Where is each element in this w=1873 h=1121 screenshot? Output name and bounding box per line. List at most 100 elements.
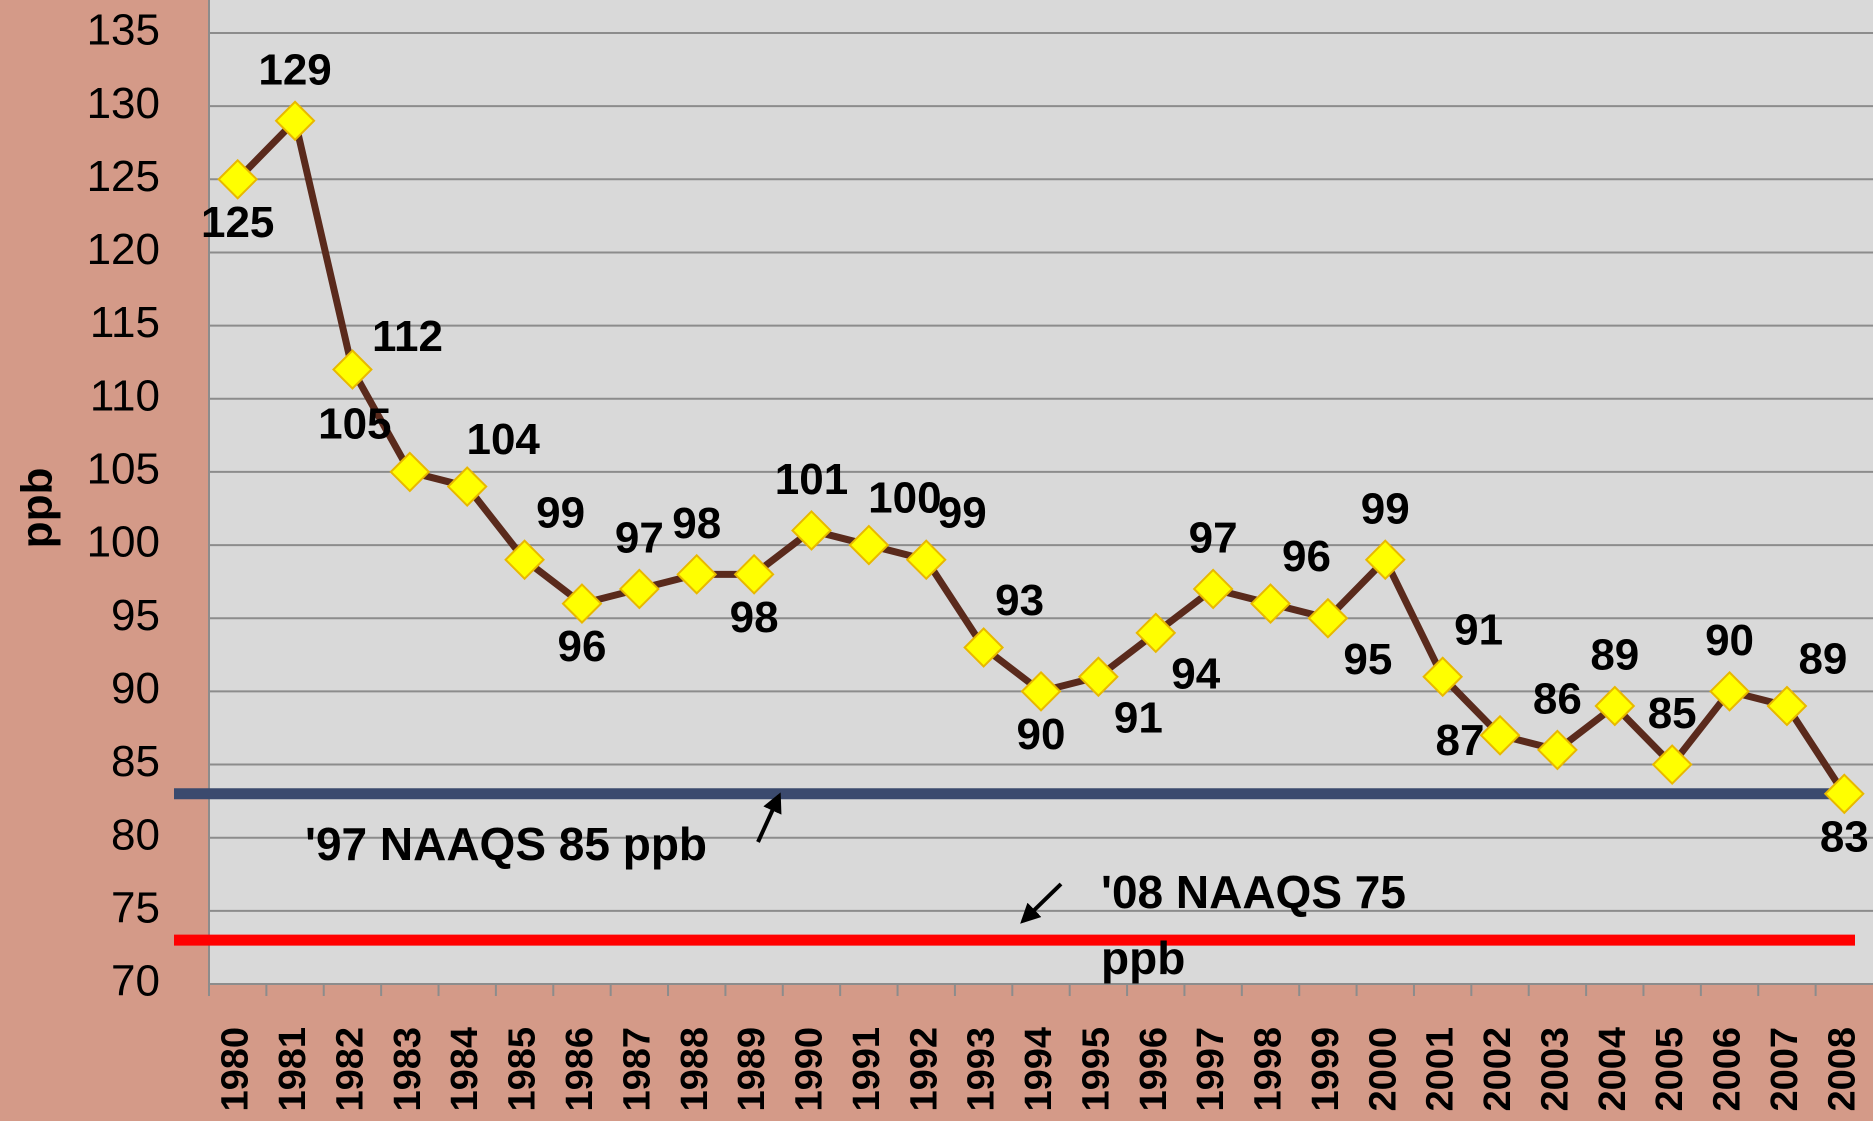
marker bbox=[848, 524, 890, 566]
data-label: 87 bbox=[1436, 716, 1485, 765]
marker bbox=[1651, 744, 1693, 785]
y-tick-label: 135 bbox=[87, 6, 160, 55]
data-label: 101 bbox=[775, 455, 848, 504]
data-label: 99 bbox=[938, 488, 987, 537]
marker bbox=[1077, 656, 1119, 698]
y-tick-label: 70 bbox=[111, 957, 160, 1006]
data-label: 83 bbox=[1820, 812, 1869, 861]
marker bbox=[1250, 583, 1291, 625]
data-label: 129 bbox=[258, 45, 331, 94]
x-tick-label: 1989 bbox=[731, 1027, 773, 1112]
x-tick-label: 2001 bbox=[1420, 1027, 1462, 1112]
data-label: 112 bbox=[372, 312, 443, 361]
marker bbox=[1823, 773, 1865, 815]
y-tick-label: 80 bbox=[111, 810, 160, 859]
reference-label: '08 NAAQS 75 bbox=[1101, 866, 1406, 918]
y-tick-label: 130 bbox=[87, 79, 160, 128]
marker bbox=[791, 510, 832, 551]
data-label: 100 bbox=[868, 474, 941, 523]
x-tick-label: 2004 bbox=[1592, 1027, 1634, 1112]
data-label: 89 bbox=[1798, 635, 1847, 684]
data-label: 98 bbox=[672, 499, 721, 548]
y-tick-label: 110 bbox=[90, 371, 160, 420]
y-tick-label: 90 bbox=[111, 664, 160, 713]
marker bbox=[1307, 597, 1349, 639]
data-label: 91 bbox=[1454, 605, 1503, 654]
data-label: 93 bbox=[995, 576, 1044, 625]
data-label: 96 bbox=[557, 622, 606, 671]
reference-label: ppb bbox=[1101, 932, 1185, 984]
data-label: 105 bbox=[318, 400, 391, 449]
marker bbox=[274, 100, 316, 142]
arrow bbox=[1020, 882, 1063, 924]
marker bbox=[1766, 685, 1808, 727]
x-tick-label: 2007 bbox=[1764, 1027, 1806, 1112]
data-label: 99 bbox=[536, 488, 585, 537]
data-label: 89 bbox=[1590, 631, 1639, 680]
data-label: 97 bbox=[1189, 514, 1238, 563]
marker bbox=[446, 466, 488, 507]
marker bbox=[676, 553, 718, 595]
marker bbox=[1135, 612, 1177, 654]
data-label: 94 bbox=[1171, 649, 1220, 698]
y-tick-label: 85 bbox=[111, 737, 160, 786]
x-tick-label: 2008 bbox=[1821, 1027, 1863, 1112]
y-axis-title: ppb bbox=[13, 468, 62, 549]
x-tick-label: 1988 bbox=[674, 1027, 716, 1112]
x-tick-label: 1985 bbox=[502, 1027, 544, 1112]
data-label: 104 bbox=[466, 415, 540, 464]
x-tick-label: 1986 bbox=[559, 1027, 601, 1112]
y-tick-label: 100 bbox=[87, 518, 160, 567]
data-label: 90 bbox=[1017, 710, 1066, 759]
x-tick-label: 1993 bbox=[961, 1027, 1003, 1112]
data-label: 86 bbox=[1533, 675, 1582, 724]
y-tick-label: 115 bbox=[90, 298, 160, 347]
marker bbox=[1594, 685, 1636, 727]
marker bbox=[1422, 656, 1464, 698]
data-label: 98 bbox=[730, 593, 779, 642]
y-tick-label: 75 bbox=[111, 883, 160, 932]
x-tick-label: 1987 bbox=[616, 1027, 658, 1112]
data-label: 95 bbox=[1343, 635, 1392, 684]
marker bbox=[1479, 714, 1521, 756]
x-tick-label: 1991 bbox=[846, 1027, 888, 1112]
x-tick-label: 1996 bbox=[1133, 1027, 1175, 1112]
marker bbox=[618, 568, 660, 610]
x-tick-label: 1999 bbox=[1305, 1027, 1347, 1112]
marker bbox=[733, 553, 775, 595]
y-tick-label: 105 bbox=[87, 445, 160, 494]
x-tick-label: 1994 bbox=[1018, 1027, 1060, 1112]
x-tick-label: 1990 bbox=[789, 1027, 831, 1112]
marker bbox=[332, 349, 373, 390]
marker bbox=[389, 451, 431, 493]
data-label: 97 bbox=[615, 514, 664, 563]
data-label: 85 bbox=[1648, 689, 1697, 738]
data-label: 99 bbox=[1361, 484, 1410, 533]
arrow bbox=[756, 792, 782, 843]
marker bbox=[561, 583, 603, 625]
y-tick-label: 120 bbox=[87, 225, 160, 274]
x-tick-label: 2002 bbox=[1477, 1027, 1519, 1112]
x-tick-label: 1983 bbox=[387, 1027, 429, 1112]
marker bbox=[1020, 670, 1062, 712]
x-tick-label: 2006 bbox=[1707, 1027, 1749, 1112]
data-label: 125 bbox=[201, 198, 274, 247]
x-tick-label: 2003 bbox=[1534, 1027, 1576, 1112]
marker bbox=[1364, 539, 1406, 581]
data-label: 96 bbox=[1282, 532, 1331, 581]
marker bbox=[1192, 568, 1234, 610]
x-tick-label: 2005 bbox=[1649, 1027, 1691, 1112]
x-tick-label: 1982 bbox=[329, 1027, 371, 1112]
y-tick-label: 125 bbox=[87, 152, 160, 201]
marker bbox=[217, 158, 259, 200]
x-tick-label: 1995 bbox=[1075, 1027, 1117, 1112]
x-tick-label: 2000 bbox=[1362, 1027, 1404, 1112]
marker bbox=[504, 539, 546, 581]
marker bbox=[963, 627, 1005, 668]
x-tick-label: 1984 bbox=[444, 1027, 486, 1112]
marker bbox=[905, 539, 947, 581]
reference-label: '97 NAAQS 85 ppb bbox=[305, 818, 707, 870]
x-tick-label: 1980 bbox=[215, 1027, 257, 1112]
x-tick-label: 1981 bbox=[272, 1027, 314, 1112]
